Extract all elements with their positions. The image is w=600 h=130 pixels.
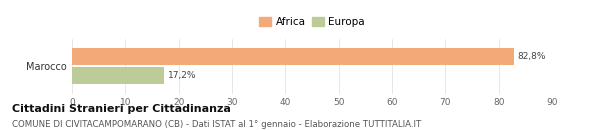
Bar xyxy=(72,48,514,65)
Text: 82,8%: 82,8% xyxy=(518,52,547,61)
Text: 17,2%: 17,2% xyxy=(168,71,197,80)
Bar xyxy=(72,67,164,84)
Text: COMUNE DI CIVITACAMPOMARANO (CB) - Dati ISTAT al 1° gennaio - Elaborazione TUTTI: COMUNE DI CIVITACAMPOMARANO (CB) - Dati … xyxy=(12,120,421,129)
Text: Cittadini Stranieri per Cittadinanza: Cittadini Stranieri per Cittadinanza xyxy=(12,104,231,114)
Legend: Africa, Europa: Africa, Europa xyxy=(259,17,365,27)
